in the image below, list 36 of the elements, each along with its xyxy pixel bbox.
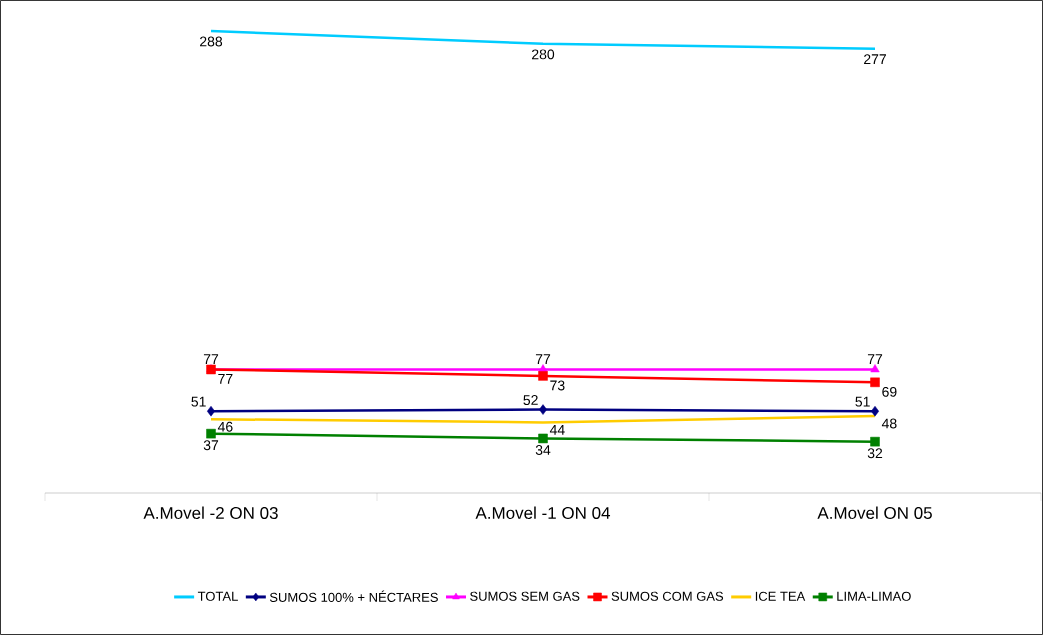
data-label: 37 [203,440,219,451]
data-label: 51 [191,396,206,407]
point [870,364,880,373]
point [538,364,548,373]
point [538,433,548,444]
x-tick-label: A.Movel ON 05 [817,506,932,520]
x-tick-label: A.Movel -1 ON 04 [475,506,611,520]
data-label: 51 [855,396,870,407]
data-label: 77 [218,374,233,384]
point [870,436,880,447]
legend-label: SUMOS 100% + NÉCTARES [269,590,438,602]
data-label: 73 [550,380,565,391]
legend-label: SUMOS COM GAS [611,591,724,601]
data-label: 77 [203,354,219,364]
point [871,405,880,417]
data-label: 44 [549,425,565,435]
point [538,371,548,381]
data-label: 48 [881,418,897,429]
data-label: 288 [200,36,223,47]
point [539,404,548,415]
x-tick-label: A.Movel -2 ON 03 [143,506,278,520]
point [870,377,880,388]
point [206,428,216,439]
data-label: 77 [535,354,551,364]
legend-label: LIMA-LIMAO [837,591,911,601]
data-label: 69 [882,386,897,397]
data-label: 277 [864,54,886,64]
data-label: 77 [867,354,883,364]
data-label: 46 [217,421,233,432]
legend-label: ICE TEA [755,591,806,601]
legend-label: TOTAL [197,591,238,601]
data-label: 52 [523,395,538,405]
data-label: 34 [535,445,551,455]
data-label: 280 [532,49,555,60]
legend-label: SUMOS SEM GAS [470,591,580,601]
data-label: 32 [867,448,883,459]
